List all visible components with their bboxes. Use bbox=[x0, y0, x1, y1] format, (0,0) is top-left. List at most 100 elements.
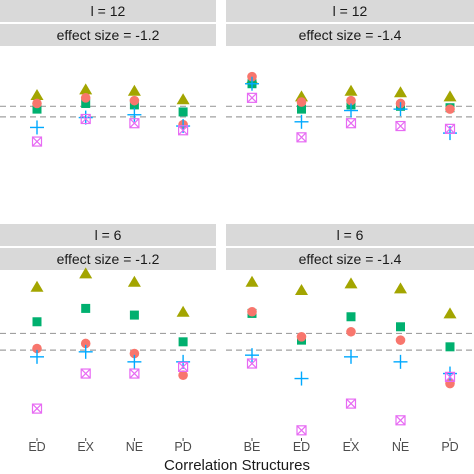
boxed-x-frame bbox=[444, 371, 456, 382]
boxed_x-point-pd bbox=[178, 125, 189, 136]
boxed-x-frame bbox=[178, 361, 189, 372]
panel-3: l = 6 effect size = -1.2 ED EX NE PD bbox=[0, 224, 216, 454]
strip-bottom-label: effect size = -1.2 bbox=[57, 251, 160, 267]
circle-point-ed bbox=[32, 98, 42, 109]
strip-top-label: l = 12 bbox=[333, 3, 368, 19]
triangle-point-be bbox=[245, 275, 259, 287]
circle-point-ed bbox=[32, 343, 42, 354]
boxed-x-frame bbox=[80, 368, 91, 379]
x-axis-title: Correlation Structures bbox=[164, 457, 310, 474]
boxed-x-diag-2 bbox=[395, 415, 406, 426]
strip-top-label: l = 12 bbox=[91, 3, 126, 19]
circle-point-be bbox=[247, 306, 257, 317]
plus-point-be bbox=[245, 76, 259, 91]
strip-bottom-label: effect size = -1.4 bbox=[299, 251, 402, 267]
strip-top-label: l = 6 bbox=[337, 227, 364, 243]
square-point-pd bbox=[445, 342, 455, 352]
triangle-point-pd bbox=[176, 305, 190, 317]
boxed-x-frame bbox=[345, 118, 357, 129]
plus-point-ne bbox=[393, 102, 408, 117]
boxed-x-frame bbox=[246, 358, 258, 369]
square-point-ex bbox=[81, 303, 91, 313]
square-point-ne bbox=[396, 322, 405, 332]
square-point-ex bbox=[81, 98, 91, 108]
boxed-x-diag-2 bbox=[445, 371, 455, 382]
boxed-x-diag-2 bbox=[445, 123, 455, 134]
square-point-ed bbox=[297, 104, 306, 114]
boxed_x-point-ex bbox=[345, 118, 357, 129]
boxed-x-diag-2 bbox=[247, 358, 257, 369]
boxed-x-diag-2 bbox=[32, 403, 42, 414]
x-tick-label-be: BE bbox=[244, 440, 261, 454]
boxed-x-diag-2 bbox=[129, 368, 140, 379]
triangle-point-pd bbox=[443, 90, 457, 102]
circle-point-pd bbox=[178, 370, 188, 381]
boxed-x-frame bbox=[296, 132, 307, 143]
boxed_x-point-be bbox=[246, 92, 258, 103]
boxed_x-point-ne bbox=[395, 415, 406, 426]
boxed_x-point-ne bbox=[395, 120, 406, 132]
boxed-x-diag-2 bbox=[80, 114, 91, 124]
strip-bottom-label: effect size = -1.4 bbox=[299, 27, 402, 43]
triangle-point-ne bbox=[127, 84, 141, 96]
boxed-x-diag-2 bbox=[80, 368, 91, 379]
circle-point-pd bbox=[445, 104, 455, 114]
triangle-point-ne bbox=[394, 282, 407, 294]
x-tick-label-ne: NE bbox=[392, 440, 409, 454]
triangle-point-ex bbox=[344, 277, 358, 289]
boxed_x-point-ed bbox=[31, 136, 43, 147]
circle-point-ex bbox=[80, 93, 91, 103]
plus-point-be bbox=[245, 348, 259, 363]
x-tick-label-pd: PD bbox=[174, 440, 191, 454]
square-point-ed bbox=[32, 317, 42, 327]
strip-bottom-bg bbox=[0, 24, 216, 46]
boxed-x-diag-2 bbox=[346, 398, 356, 409]
circle-point-ne bbox=[395, 335, 406, 345]
boxed_x-point-ex bbox=[80, 368, 91, 379]
boxed-x-frame bbox=[444, 123, 456, 134]
boxed-x-frame bbox=[31, 136, 43, 147]
strip-bottom-bg bbox=[0, 248, 216, 270]
strip-bottom-bg bbox=[226, 24, 474, 46]
panel-4: l = 6 effect size = -1.4 BE ED EX NE PD bbox=[226, 224, 474, 454]
x-tick-label-pd: PD bbox=[441, 440, 458, 454]
boxed_x-point-ne bbox=[129, 368, 140, 379]
boxed-x-diag-2 bbox=[247, 92, 257, 103]
x-tick-label-ed: ED bbox=[293, 440, 310, 454]
boxed_x-point-ex bbox=[345, 398, 357, 409]
boxed_x-point-ex bbox=[80, 113, 91, 125]
x-tick-label-ed: ED bbox=[28, 440, 45, 454]
boxed-x-frame bbox=[296, 425, 307, 436]
boxed_x-point-ed bbox=[31, 403, 43, 414]
boxed_x-point-ed bbox=[296, 425, 307, 436]
boxed-x-diag-2 bbox=[178, 125, 189, 136]
triangle-point-ex bbox=[79, 83, 93, 95]
square-point-pd bbox=[178, 107, 188, 117]
triangle-point-ne bbox=[127, 275, 141, 287]
boxed-x-diag-2 bbox=[296, 132, 307, 143]
x-tick-label-ne: NE bbox=[126, 440, 143, 454]
plus-point-ne bbox=[393, 354, 408, 369]
triangle-point-ex bbox=[79, 267, 93, 279]
boxed-x-frame bbox=[178, 125, 189, 136]
boxed_x-point-pd bbox=[178, 361, 189, 372]
circle-point-ed bbox=[296, 97, 307, 107]
square-point-ex bbox=[346, 312, 356, 322]
triangle-point-ed bbox=[30, 280, 44, 292]
plus-point-ed bbox=[30, 120, 44, 135]
plus-point-ex bbox=[78, 344, 93, 359]
circle-point-ex bbox=[346, 95, 356, 106]
boxed-x-frame bbox=[129, 368, 140, 379]
boxed_x-point-ne bbox=[129, 118, 140, 129]
circle-point-be bbox=[247, 71, 257, 82]
boxed-x-diag-2 bbox=[129, 118, 140, 129]
panel-2: l = 12 effect size = -1.4 bbox=[226, 0, 474, 143]
triangle-point-ex bbox=[344, 84, 358, 96]
triangle-point-pd bbox=[176, 93, 190, 105]
square-point-ed bbox=[32, 104, 42, 114]
boxed-x-diag-2 bbox=[178, 361, 189, 372]
panel-1: l = 12 effect size = -1.2 bbox=[0, 0, 216, 147]
boxed-x-frame bbox=[395, 120, 406, 132]
circle-point-ex bbox=[346, 326, 356, 337]
boxed-x-frame bbox=[129, 118, 140, 129]
